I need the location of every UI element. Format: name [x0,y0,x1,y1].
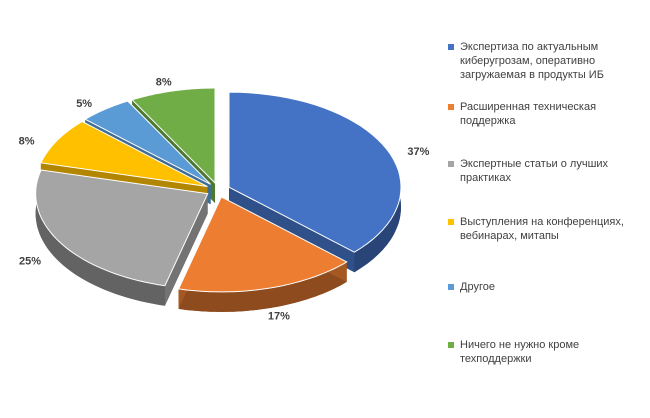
legend-label: Расширенная техническая поддержка [460,101,597,127]
pie-area: 8% 5% 8% 37% 25% 17% [19,77,430,323]
legend-label: Выступления на конференциях, вебинарах, … [460,216,624,242]
legend-swatch [448,219,454,225]
legend-item: Экспертиза по актуальным киберугрозам, о… [448,40,643,82]
legend-swatch [448,161,454,167]
legend-item: Другое [448,280,643,294]
legend-label: Ничего не нужно кроме техподдержки [460,339,580,365]
data-label: 8% [156,77,172,89]
legend-item: Выступления на конференциях, вебинарах, … [448,215,643,243]
data-label: 17% [268,310,290,322]
slice-top [177,196,348,293]
slice [35,169,209,306]
legend-swatch [448,284,454,290]
data-label: 8% [19,136,35,148]
legend-label: Другое [460,281,495,293]
legend-label: Экспертиза по актуальным киберугрозам, о… [460,41,604,81]
data-label: 5% [76,98,92,110]
slice-top [228,91,402,253]
legend-label: Экспертные статьи о лучших практиках [460,158,609,184]
slice-wall [164,193,208,306]
slice-side [35,170,165,306]
slice [177,196,348,312]
legend: Экспертиза по актуальным киберугрозам, о… [448,0,643,418]
slice-top [131,87,216,185]
slice-top [84,100,211,185]
slice-top [35,169,209,287]
data-label: 37% [407,146,429,158]
legend-swatch [448,44,454,50]
legend-item: Расширенная техническая поддержка [448,100,643,128]
legend-item: Экспертные статьи о лучших практиках [448,157,643,185]
slice-top [40,120,208,188]
data-label: 25% [19,256,41,268]
legend-swatch [448,104,454,110]
slice-side [178,261,347,312]
legend-swatch [448,342,454,348]
legend-item: Ничего не нужно кроме техподдержки [448,338,643,366]
